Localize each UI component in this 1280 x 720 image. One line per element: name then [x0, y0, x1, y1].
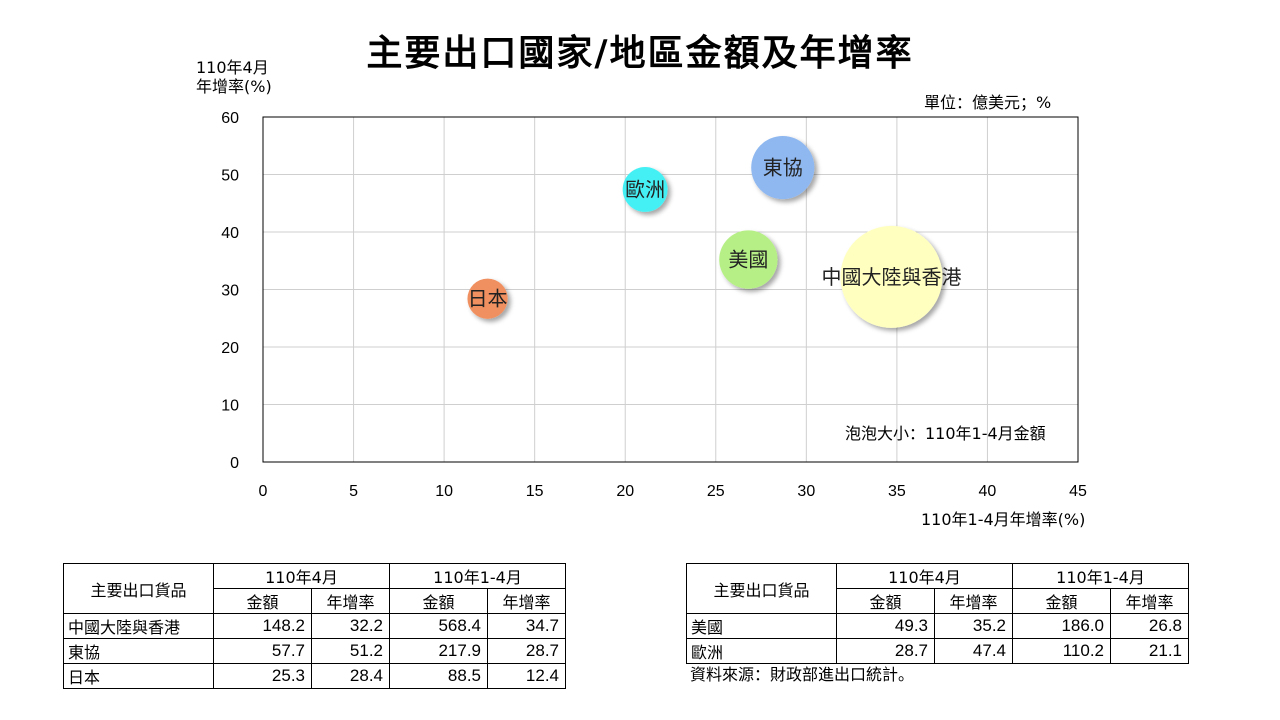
cell-apr-growth: 35.2: [934, 613, 1013, 639]
bubble-label: 中國大陸與香港: [821, 265, 961, 289]
cell-apr-amount: 49.3: [836, 613, 935, 639]
table-row: 中國大陸與香港 148.2 32.2 568.4 34.7: [63, 613, 566, 639]
header-growth: 年增率: [311, 588, 390, 614]
cell-ytd-growth: 12.4: [487, 663, 566, 689]
row-name: 日本: [63, 663, 214, 689]
x-tick-label: 45: [1069, 483, 1087, 500]
x-tick-label: 15: [526, 483, 544, 500]
y-tick-label: 30: [221, 283, 239, 300]
bubble-point: [467, 278, 508, 319]
cell-ytd-growth: 28.7: [487, 638, 566, 664]
header-growth: 年增率: [934, 588, 1013, 614]
y-tick-label: 20: [221, 340, 239, 357]
bubble-label: 日本: [468, 287, 508, 311]
header-amount: 金額: [389, 588, 488, 614]
plot-border: [262, 116, 1079, 463]
cell-apr-growth: 32.2: [311, 613, 390, 639]
row-name: 東協: [63, 638, 214, 664]
y-tick-label: 40: [221, 225, 239, 242]
table-row: 歐洲 28.7 47.4 110.2 21.1: [686, 638, 1189, 664]
x-tick-label: 20: [616, 483, 634, 500]
cell-apr-growth: 51.2: [311, 638, 390, 664]
row-name: 歐洲: [686, 638, 837, 664]
x-axis-label: 110年1-4月年增率(%): [921, 510, 1086, 529]
page-title: 主要出口國家/地區金額及年增率: [366, 33, 914, 74]
table-row: 東協 57.7 51.2 217.9 28.7: [63, 638, 566, 664]
bubble-label: 美國: [728, 248, 768, 272]
left-data-table: 主要出口貨品 110年4月 110年1-4月 金額 年增率 金額 年增率 中國大…: [63, 563, 566, 689]
cell-apr-amount: 28.7: [836, 638, 935, 664]
x-tick-label: 40: [979, 483, 997, 500]
y-tick-label: 50: [221, 168, 239, 185]
cell-ytd-amount: 186.0: [1012, 613, 1111, 639]
y-tick-label: 0: [230, 455, 239, 472]
cell-ytd-amount: 568.4: [389, 613, 488, 639]
cell-ytd-growth: 21.1: [1110, 638, 1189, 664]
bubble-chart: 0 5 10 15 20 25 30 35 40 45 0 10 20 30 40 50 60 中國大陸與香港 東…: [221, 110, 1087, 500]
bubble-label: 歐洲: [625, 177, 665, 201]
y-tick-label: 60: [221, 110, 239, 127]
cell-apr-growth: 47.4: [934, 638, 1013, 664]
y-axis-label: 110年4月 年增率(%): [196, 58, 272, 96]
row-name: 中國大陸與香港: [63, 613, 214, 639]
cell-ytd-amount: 88.5: [389, 663, 488, 689]
bubble-point: [751, 136, 815, 200]
cell-apr-amount: 57.7: [213, 638, 312, 664]
x-tick-label: 10: [435, 483, 453, 500]
unit-label: 單位：億美元；%: [924, 93, 1052, 112]
header-jan-apr: 110年1-4月: [389, 563, 566, 589]
table-row: 日本 25.3 28.4 88.5 12.4: [63, 663, 566, 689]
cell-ytd-growth: 26.8: [1110, 613, 1189, 639]
cell-apr-amount: 25.3: [213, 663, 312, 689]
bubble-point: [622, 166, 668, 212]
header-amount: 金額: [1012, 588, 1111, 614]
x-tick-label: 0: [259, 483, 268, 500]
bubble-point: [719, 230, 778, 289]
header-goods: 主要出口貨品: [63, 563, 214, 614]
header-jan-apr: 110年1-4月: [1012, 563, 1189, 589]
cell-apr-growth: 28.4: [311, 663, 390, 689]
row-name: 美國: [686, 613, 837, 639]
header-growth: 年增率: [487, 588, 566, 614]
header-goods: 主要出口貨品: [686, 563, 837, 614]
x-tick-label: 5: [349, 483, 358, 500]
source-note: 資料來源：財政部進出口統計。: [690, 665, 915, 684]
cell-ytd-amount: 110.2: [1012, 638, 1111, 664]
cell-ytd-amount: 217.9: [389, 638, 488, 664]
right-data-table: 主要出口貨品 110年4月 110年1-4月 金額 年增率 金額 年增率 美國 4…: [686, 563, 1189, 664]
y-tick-label: 10: [221, 398, 239, 415]
x-tick-label: 35: [888, 483, 906, 500]
header-apr: 110年4月: [213, 563, 390, 589]
bubble-size-note: 泡泡大小：110年1-4月金額: [845, 424, 1046, 443]
bubble-point: [840, 225, 943, 328]
table-row: 美國 49.3 35.2 186.0 26.8: [686, 613, 1189, 639]
header-growth: 年增率: [1110, 588, 1189, 614]
cell-ytd-growth: 34.7: [487, 613, 566, 639]
y-axis-label-line2: 年增率(%): [196, 77, 272, 96]
header-amount: 金額: [213, 588, 312, 614]
header-apr: 110年4月: [836, 563, 1013, 589]
x-tick-label: 30: [797, 483, 815, 500]
y-axis-label-line1: 110年4月: [196, 58, 269, 77]
bubble-label: 東協: [763, 156, 803, 180]
cell-apr-amount: 148.2: [213, 613, 312, 639]
header-amount: 金額: [836, 588, 935, 614]
x-tick-label: 25: [707, 483, 725, 500]
